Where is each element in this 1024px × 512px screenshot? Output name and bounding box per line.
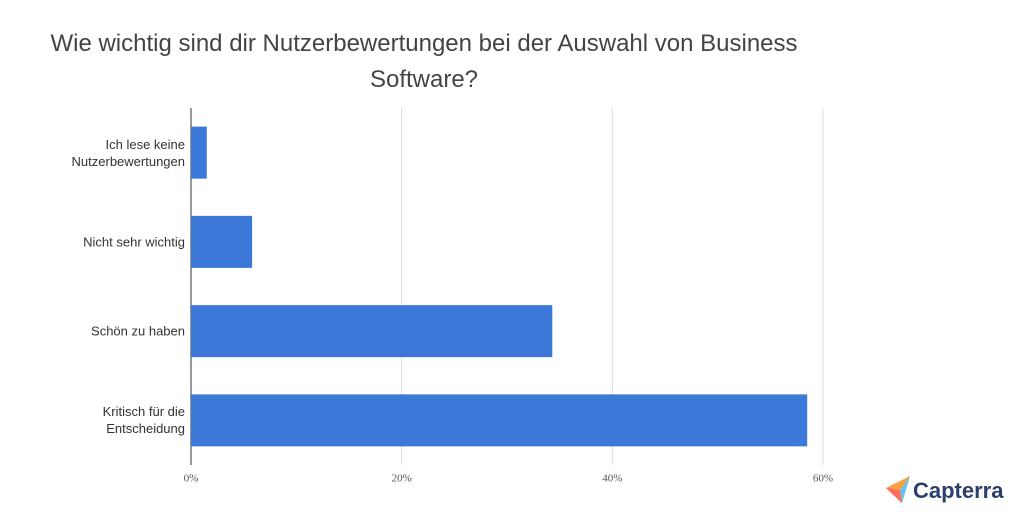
y-tick-label: Schön zu haben (91, 323, 185, 339)
x-tick-label: 40% (602, 473, 622, 485)
bar (191, 305, 553, 358)
chart-title: Wie wichtig sind dir Nutzerbewertungen b… (50, 30, 798, 93)
bar (191, 215, 253, 268)
x-tick-label: 0% (184, 473, 199, 485)
x-tick-label: 60% (813, 473, 833, 485)
x-tick-label: 20% (392, 473, 412, 485)
brand: Capterra (913, 478, 1004, 503)
bar (191, 394, 808, 447)
y-tick-label: Kritisch für die Entscheidung (102, 404, 185, 437)
y-tick-label: Ich lese keine Nutzerbewertungen (71, 136, 185, 169)
bar (191, 126, 207, 179)
y-tick-label: Nicht sehr wichtig (83, 234, 185, 250)
